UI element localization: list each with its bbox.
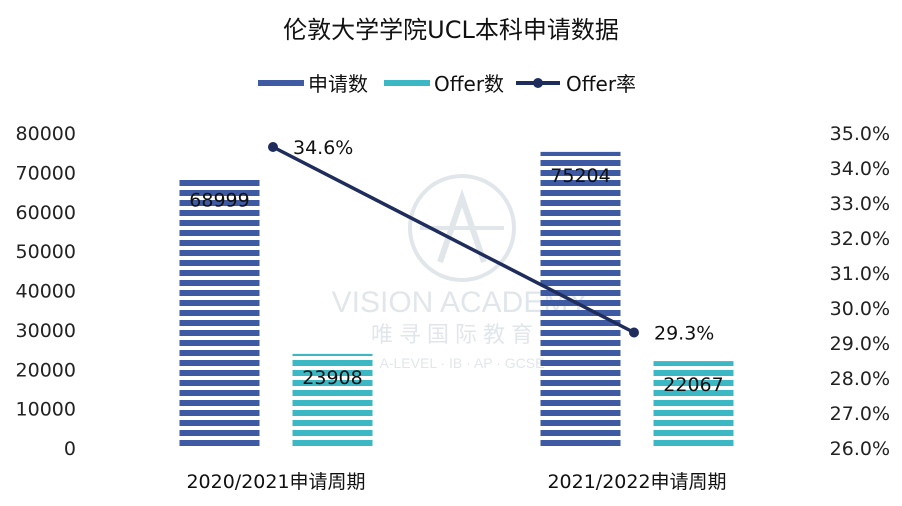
- right-tick-label: 29.0%: [830, 333, 890, 355]
- bar-value-label: 68999: [189, 189, 249, 211]
- left-tick-label: 50000: [16, 241, 76, 263]
- bars: [179, 151, 734, 448]
- offer-rate-label: 34.6%: [293, 137, 353, 159]
- right-tick-label: 26.0%: [830, 438, 890, 460]
- right-tick-label: 32.0%: [830, 228, 890, 250]
- left-tick-label: 60000: [16, 202, 76, 224]
- category-label: 2021/2022申请周期: [547, 471, 726, 493]
- offer-rate-point: [268, 142, 278, 152]
- right-tick-label: 33.0%: [830, 193, 890, 215]
- left-tick-label: 70000: [16, 162, 76, 184]
- left-axis: 0 10000 20000 30000 40000 50000 60000 70000 8000…: [16, 123, 76, 460]
- legend-swatch-applications: [258, 77, 304, 89]
- left-tick-label: 0: [64, 438, 76, 460]
- legend-marker-offer-rate: [533, 78, 543, 88]
- category-axis: 2020/2021申请周期 2021/2022申请周期: [186, 471, 726, 493]
- legend-label-offer-rate: Offer率: [566, 72, 636, 96]
- chart-title: 伦敦大学学院UCL本科申请数据: [283, 16, 619, 44]
- right-tick-label: 27.0%: [830, 403, 890, 425]
- right-axis: 26.0% 27.0% 28.0% 29.0% 30.0% 31.0% 32.0% 33.0%…: [830, 123, 890, 460]
- bar-offers: [292, 353, 373, 448]
- bar-offers: [653, 361, 734, 448]
- category-label: 2020/2021申请周期: [186, 471, 365, 493]
- legend: 申请数 Offer数 Offer率: [258, 72, 636, 96]
- legend-label-offers: Offer数: [434, 72, 504, 96]
- left-tick-label: 80000: [16, 123, 76, 145]
- left-tick-label: 40000: [16, 281, 76, 303]
- legend-swatch-offers: [384, 77, 430, 89]
- bar-value-label: 23908: [302, 367, 362, 389]
- offer-rate-line: [268, 142, 639, 338]
- legend-label-applications: 申请数: [308, 72, 368, 96]
- bar-value-label: 22067: [663, 374, 723, 396]
- left-tick-label: 30000: [16, 320, 76, 342]
- right-tick-label: 34.0%: [830, 158, 890, 180]
- right-tick-label: 35.0%: [830, 123, 890, 145]
- left-tick-label: 10000: [16, 399, 76, 421]
- bar-applications: [179, 176, 260, 448]
- right-tick-label: 28.0%: [830, 368, 890, 390]
- bar-applications: [540, 151, 621, 448]
- right-tick-label: 31.0%: [830, 263, 890, 285]
- offer-rate-label: 29.3%: [654, 323, 714, 345]
- offer-rate-point: [629, 327, 639, 338]
- watermark-brand-cn: 唯寻国际教育: [371, 322, 539, 347]
- data-labels: 68999 75204 23908 22067 34.6% 29.3%: [189, 137, 723, 396]
- left-tick-label: 20000: [16, 359, 76, 381]
- watermark-tagline: A-LEVEL · IB · AP · GCSE: [380, 355, 545, 371]
- bar-value-label: 75204: [550, 165, 610, 187]
- right-tick-label: 30.0%: [830, 298, 890, 320]
- offer-rate-polyline: [272, 145, 635, 335]
